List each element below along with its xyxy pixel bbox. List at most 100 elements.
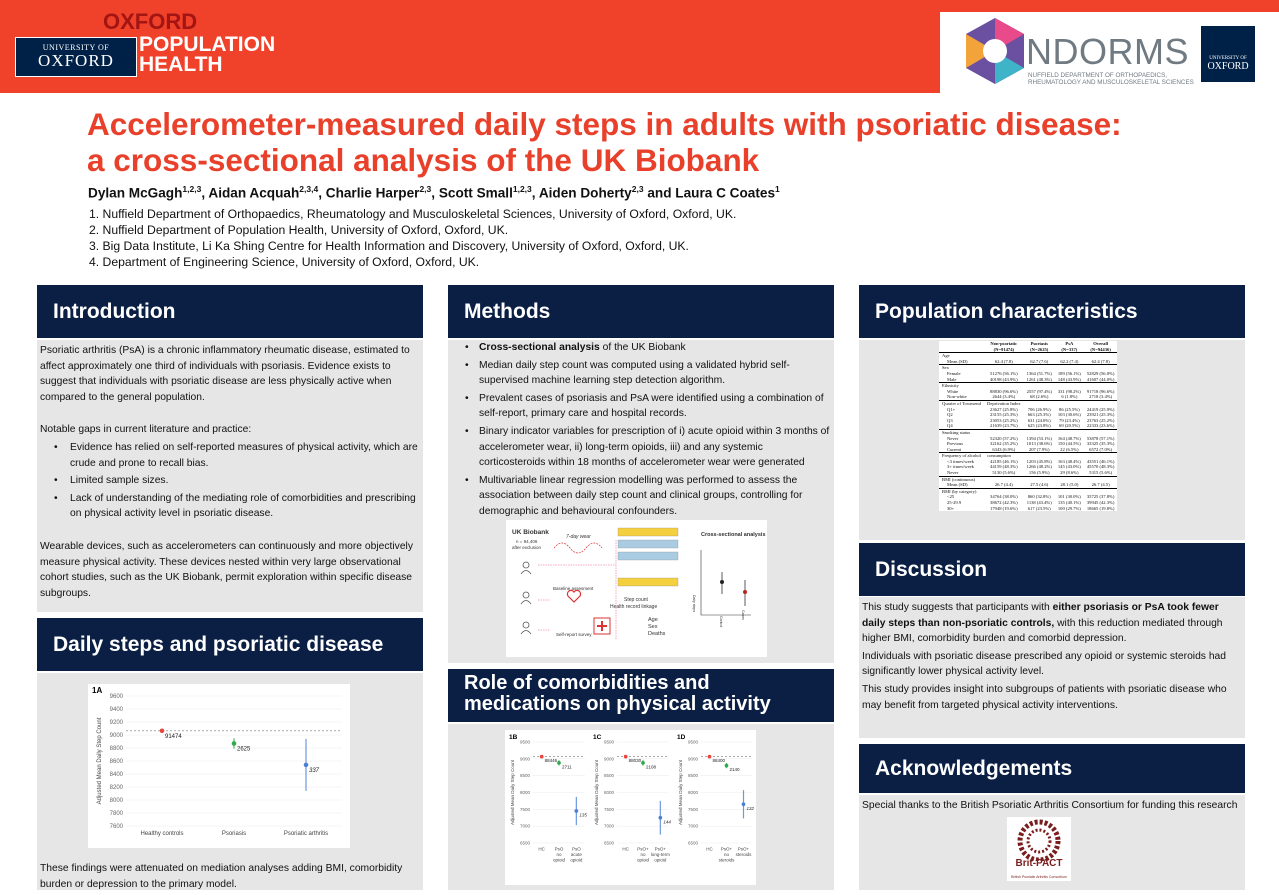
y-tick-label: 9000 [110, 733, 124, 739]
table-cell: 22333 (23.6%) [1086, 423, 1115, 429]
y-tick-label: 9500 [688, 740, 699, 745]
table-cell [1023, 399, 1055, 407]
text: Prevalent cases of psoriasis and PsA wer… [479, 392, 824, 420]
section-heading: Methods [448, 285, 834, 338]
table-cell: 45570 (48.3%) [1086, 464, 1115, 470]
text: This study suggests that participants wi… [862, 602, 1053, 613]
table-cell: Deprivation Index [984, 399, 1024, 407]
table-cell: 86 (25.5%) [1059, 406, 1080, 412]
x-tick-label: Psoriatic arthritis [284, 831, 328, 837]
x-tick-label: PsO [555, 847, 564, 852]
table-row: Previous 32162 (35.2%) 1013 (38.6%) 150 (44… [939, 441, 1117, 447]
y-tick-label: 7500 [604, 807, 615, 812]
table-cell: 150 (44.5%) [1057, 441, 1081, 447]
point [741, 802, 746, 807]
person-icon [522, 621, 530, 629]
table-cell [1083, 352, 1118, 359]
section-heading: Introduction [37, 285, 423, 338]
table-cell [984, 428, 1024, 436]
table-cell: 69 (20.5%) [1059, 423, 1080, 429]
x-tick-label: HC [706, 847, 713, 852]
discussion-body: This study suggests that participants wi… [859, 597, 1245, 738]
logo-text: RHEUMATOLOGY AND MUSCULOSKELETAL SCIENCE… [1028, 79, 1194, 86]
y-tick-label: 8200 [110, 785, 124, 791]
table-cell [1054, 364, 1084, 371]
table-cell: 6 (1.8%) [1061, 394, 1078, 400]
n-label: 91474 [165, 734, 182, 740]
table-cell [1083, 475, 1118, 483]
table-cell: 24419 (25.9%) [1086, 406, 1115, 412]
table-cell: 103 (30.6%) [1057, 412, 1081, 418]
y-tick-label: 7000 [604, 824, 615, 829]
affiliation: 1. Nuffield Department of Orthopaedics, … [89, 207, 737, 221]
wave [553, 542, 603, 554]
logo-name: Brit-PACT [1015, 858, 1063, 869]
affiliation: 3. Big Data Institute, Li Ka Shing Centr… [89, 239, 689, 253]
survey-icon [593, 617, 611, 635]
paragraph: Notable gaps in current literature and p… [40, 424, 252, 436]
table-row: Quarter of Townsend Deprivation Index [939, 399, 1118, 407]
y-tick-label: 9000 [520, 756, 531, 761]
y-tick-label: 7500 [520, 807, 531, 812]
y-tick-label: 8400 [110, 772, 124, 778]
affiliations: 1. Nuffield Department of Orthopaedics, … [89, 206, 736, 270]
table-cell: BMI (continuous) [939, 475, 985, 483]
table-cell: Never [947, 435, 959, 441]
table-cell: consumption [984, 452, 1024, 459]
table-cell: 163 (48.4%) [1057, 458, 1081, 464]
table-cell: 663 (25.3%) [1027, 412, 1051, 418]
table-cell: White [947, 388, 959, 394]
x-tick-label: HC [538, 847, 545, 852]
caption: These findings were attenuated on mediat… [40, 863, 403, 890]
diagram-label: Cross-sectional analysis [701, 532, 766, 538]
n-label: 2108 [646, 764, 657, 769]
table-cell: 23763 (25.2%) [1086, 417, 1115, 423]
author-name: Charlie Harper [325, 185, 420, 201]
table-cell: 32162 (35.2%) [990, 441, 1018, 447]
table-cell: 62.4 (7.8) [994, 358, 1013, 364]
author-separator: , [531, 185, 539, 201]
bullet: • Cross-sectional analysis of the UK Biob… [465, 340, 831, 356]
poster-title: Accelerometer-measured daily steps in ad… [87, 106, 1122, 178]
heading-line: medications on physical activity [464, 693, 771, 715]
point [539, 754, 544, 759]
x-tick-label: PsO+ [721, 847, 733, 852]
diagram-label: Self-report survey [556, 632, 592, 637]
table-row: Mean (SD) 26.7 (4.4) 27.5 (4.6) 28.1 (5.0) 2… [939, 482, 1117, 488]
table-cell [1054, 428, 1084, 436]
table-cell: 39945 (42.3%) [1086, 500, 1115, 506]
table-cell: 631 (24.0%) [1027, 417, 1051, 423]
diagram-label: Deaths [648, 631, 666, 637]
text: with this reduction mediated through hig… [862, 617, 1223, 645]
y-tick-label: 8800 [110, 746, 124, 752]
table-cell: Current [947, 446, 962, 452]
point [724, 763, 729, 768]
n-label: 2625 [237, 746, 251, 752]
table-cell: Age [939, 352, 985, 359]
table-cell: 1394 (53.1%) [1026, 435, 1052, 441]
x-tick-label: opioid [570, 858, 583, 863]
diagram-label: Daily steps [692, 595, 696, 612]
methods-body: • Cross-sectional analysis of the UK Biob… [448, 340, 834, 663]
estimate [720, 580, 724, 584]
bullet-text: Cross-sectional analysis of the UK Bioba… [479, 340, 686, 356]
table-cell: 23155 (25.3%) [990, 412, 1018, 418]
column-header: Overall [1093, 341, 1109, 346]
n-label: 88400 [713, 758, 726, 763]
survey-icon [597, 621, 607, 631]
column-header: (N=337) [1054, 346, 1084, 354]
n-label: 135 [579, 813, 587, 818]
table-cell [1023, 364, 1055, 371]
table-cell: 1013 (38.6%) [1026, 441, 1052, 447]
bold-text: Cross-sectional analysis [479, 342, 600, 353]
y-tick-label: 7000 [520, 824, 531, 829]
table-cell: 22 (6.5%) [1060, 446, 1079, 452]
table-row: Q3 23053 (25.2%) 631 (24.0%) 79 (23.4%) 2376… [939, 418, 1117, 424]
point [641, 761, 645, 765]
table-cell [1054, 352, 1084, 359]
daily-steps-body: 1A 7600 7800 8000 8200 8400 8600 8800 9000 9200 94… [37, 673, 423, 890]
table-cell [1023, 475, 1055, 483]
n-label: 88446 [545, 758, 558, 763]
panel-label: 1B [509, 734, 518, 741]
table-row: Current 6343 (6.9%) 207 (7.9%) 22 (6.5%) 657… [939, 447, 1117, 453]
